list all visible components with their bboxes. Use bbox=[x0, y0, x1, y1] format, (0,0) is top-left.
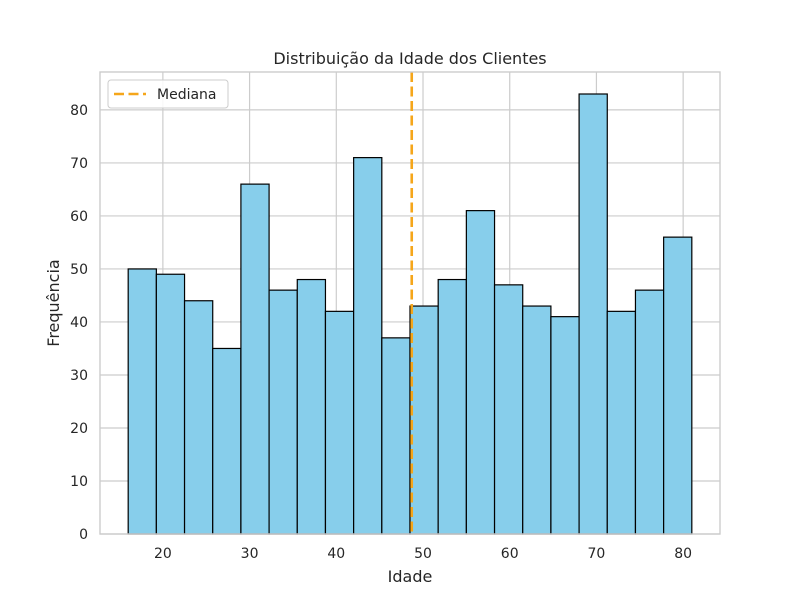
y-tick-label: 70 bbox=[70, 156, 88, 172]
histogram-bar bbox=[183, 300, 214, 535]
histogram-bar bbox=[353, 157, 383, 535]
plot-frame bbox=[99, 71, 721, 535]
y-tick-label: 10 bbox=[70, 474, 88, 490]
histogram-bar bbox=[409, 305, 439, 535]
x-tick-label: 50 bbox=[414, 546, 432, 562]
histogram-bar bbox=[522, 305, 552, 535]
y-tick-label: 0 bbox=[79, 527, 88, 543]
x-tick-label: 70 bbox=[588, 546, 606, 562]
y-tick-labels: 0 10 20 30 40 50 60 70 80 bbox=[70, 103, 88, 543]
histogram-bar bbox=[493, 284, 524, 535]
x-tick-label: 80 bbox=[674, 546, 692, 562]
chart-title: Distribuição da Idade dos Clientes bbox=[273, 49, 546, 68]
histogram-bar bbox=[155, 273, 186, 535]
histogram-bar bbox=[296, 278, 327, 535]
histogram-bars bbox=[127, 93, 693, 535]
x-tick-label: 40 bbox=[327, 546, 345, 562]
y-axis-label: Frequência bbox=[44, 259, 63, 346]
histogram-bar bbox=[606, 310, 637, 535]
histogram-bar bbox=[324, 310, 355, 535]
histogram-bar bbox=[465, 210, 496, 535]
y-tick-label: 30 bbox=[70, 368, 88, 384]
y-tick-label: 20 bbox=[70, 421, 88, 437]
x-tick-label: 20 bbox=[154, 546, 172, 562]
y-tick-label: 40 bbox=[70, 315, 88, 331]
histogram-bar bbox=[240, 183, 270, 535]
histogram-bar bbox=[268, 289, 298, 535]
histogram-bar bbox=[381, 337, 411, 535]
legend: Mediana bbox=[107, 79, 229, 109]
histogram-bar bbox=[578, 93, 608, 535]
histogram-bar bbox=[212, 347, 242, 535]
x-tick-labels: 20 30 40 50 60 70 80 bbox=[154, 546, 692, 562]
histogram-bar bbox=[437, 278, 467, 535]
histogram-bar bbox=[127, 268, 157, 535]
y-tick-label: 60 bbox=[70, 209, 88, 225]
x-tick-label: 60 bbox=[501, 546, 519, 562]
x-axis-label: Idade bbox=[388, 567, 433, 586]
histogram-bar bbox=[634, 289, 665, 535]
histogram-bar bbox=[550, 316, 580, 535]
x-tick-label: 30 bbox=[241, 546, 259, 562]
y-tick-label: 50 bbox=[70, 262, 88, 278]
histogram-bar bbox=[663, 236, 693, 535]
legend-median-label: Mediana bbox=[157, 87, 217, 103]
legend-box bbox=[107, 79, 229, 109]
y-tick-label: 80 bbox=[70, 103, 88, 119]
